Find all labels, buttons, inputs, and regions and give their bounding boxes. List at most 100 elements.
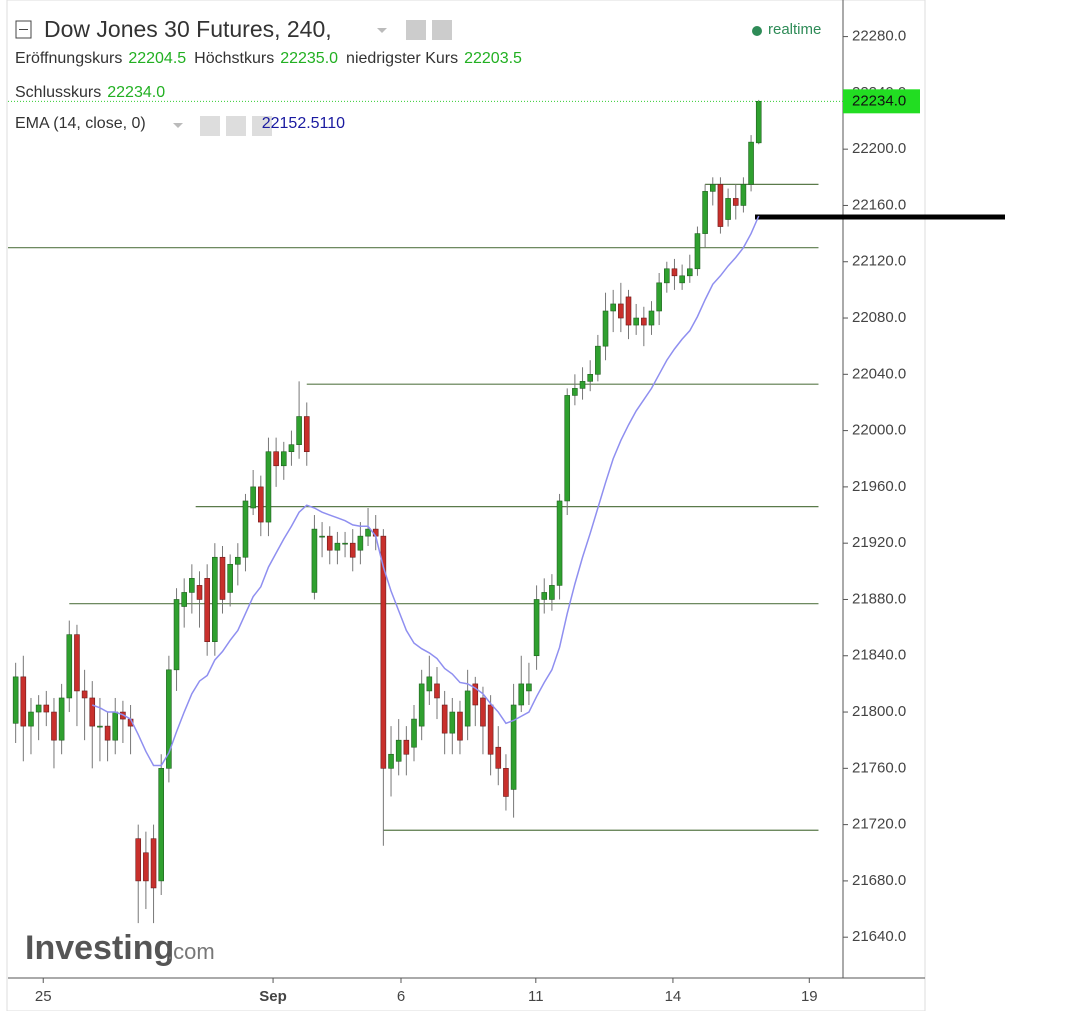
- candle-body: [250, 486, 256, 509]
- ema-value: 22152.5110: [261, 115, 346, 132]
- settings-icon[interactable]: [226, 116, 246, 136]
- candle-body: [587, 374, 593, 382]
- candle-body: [725, 198, 731, 220]
- candle-body: [709, 184, 716, 192]
- ohlc-label: Höchstkurs: [194, 50, 275, 67]
- ohlc-item: niedrigster Kurs 22203.5: [346, 50, 528, 68]
- y-tick-label: 21920.0: [852, 534, 906, 551]
- dropdown-arrow[interactable]: [173, 123, 183, 128]
- candle-body: [748, 141, 754, 185]
- eye-icon[interactable]: [200, 116, 220, 136]
- candle-body: [319, 535, 325, 538]
- candle-body: [12, 676, 19, 724]
- status-dot: [752, 26, 762, 36]
- candle-body: [679, 275, 685, 284]
- candle-body: [641, 317, 647, 326]
- last-price-label: 22234.0: [852, 92, 906, 109]
- candle-body: [740, 184, 747, 206]
- candle-body: [296, 416, 302, 445]
- candle-body: [280, 451, 287, 467]
- ohlc-legend: Eröffnungskurs 22204.5 Höchstkurs 22235.0 ni…: [15, 50, 635, 102]
- y-tick-label: 21960.0: [852, 478, 906, 495]
- candle-body: [212, 556, 218, 642]
- candle-body: [487, 704, 494, 755]
- candle-body: [480, 697, 486, 727]
- y-tick-label: 21640.0: [852, 928, 906, 945]
- ema-legend: EMA (14, close, 0) 22152.5110: [15, 115, 351, 133]
- candle-body: [143, 852, 149, 882]
- logo-suffix: .com: [167, 939, 215, 964]
- candle-body: [334, 542, 341, 551]
- close-icon[interactable]: [252, 116, 272, 136]
- candle-body: [610, 303, 616, 312]
- candle-body: [166, 669, 172, 769]
- candle-body: [265, 451, 272, 523]
- ohlc-label: Eröffnungskurs: [15, 50, 123, 67]
- y-tick-label: 22280.0: [852, 28, 906, 45]
- ohlc-item: Schlusskurs 22234.0: [15, 84, 171, 102]
- candle-body: [464, 690, 471, 727]
- candle-body: [549, 585, 555, 600]
- candle-body: [365, 528, 371, 537]
- status: realtime: [768, 21, 821, 38]
- last-price-box: [843, 89, 920, 114]
- candle-body: [533, 599, 540, 657]
- y-tick-label: 21680.0: [852, 872, 906, 889]
- ohlc-value: 22204.5: [128, 50, 187, 67]
- x-tick-label: 14: [665, 988, 682, 1005]
- candle-body: [158, 768, 165, 882]
- candle-body: [518, 683, 525, 706]
- y-tick-label: 22040.0: [852, 365, 906, 382]
- dropdown-arrow[interactable]: [377, 28, 387, 33]
- ohlc-label: Schlusskurs: [15, 84, 102, 101]
- candle-body: [303, 416, 310, 453]
- candle-body: [457, 711, 463, 741]
- ohlc-value: 22234.0: [107, 84, 166, 101]
- candle-body: [311, 528, 318, 593]
- y-tick-label: 21720.0: [852, 816, 906, 833]
- candle-body: [694, 233, 701, 270]
- candle-body: [235, 556, 241, 565]
- logo: Investing: [25, 929, 174, 967]
- ohlc-item: Eröffnungskurs 22204.5: [15, 50, 192, 68]
- candle-body: [564, 395, 571, 502]
- candle-body: [648, 310, 655, 326]
- candle-body: [418, 683, 425, 727]
- y-tick-label: 21880.0: [852, 590, 906, 607]
- ohlc-value: 22235.0: [280, 50, 339, 67]
- candle-body: [58, 697, 65, 741]
- candle-body: [81, 690, 88, 699]
- candle-body: [66, 634, 73, 699]
- candle-body: [434, 683, 440, 699]
- ohlc-label: niedrigster Kurs: [346, 50, 459, 67]
- candle-body: [196, 585, 203, 600]
- candle-body: [602, 310, 609, 347]
- candle-body: [189, 578, 195, 593]
- candle-body: [732, 198, 739, 206]
- candle-body: [495, 746, 502, 769]
- candle-body: [349, 542, 356, 558]
- candle-body: [510, 704, 517, 790]
- candle-body: [426, 676, 433, 692]
- candle-body: [288, 444, 295, 453]
- x-tick-label: 11: [528, 988, 544, 1005]
- candle-body: [755, 101, 762, 144]
- candle-body: [671, 268, 678, 277]
- candle-body: [51, 711, 57, 741]
- y-tick-label: 22080.0: [852, 309, 906, 326]
- candle-body: [395, 739, 402, 762]
- candle-body: [686, 268, 693, 277]
- candle-body: [618, 303, 624, 319]
- candle-body: [97, 725, 103, 728]
- candle-body: [219, 556, 226, 600]
- candle-body: [204, 578, 210, 642]
- candle-body: [380, 535, 387, 769]
- y-tick-label: 22000.0: [852, 422, 906, 439]
- x-tick-label: 6: [397, 988, 405, 1005]
- y-tick-label: 22160.0: [852, 196, 906, 213]
- eye-icon[interactable]: [406, 20, 426, 40]
- candle-body: [342, 542, 348, 545]
- settings-icon[interactable]: [432, 20, 452, 40]
